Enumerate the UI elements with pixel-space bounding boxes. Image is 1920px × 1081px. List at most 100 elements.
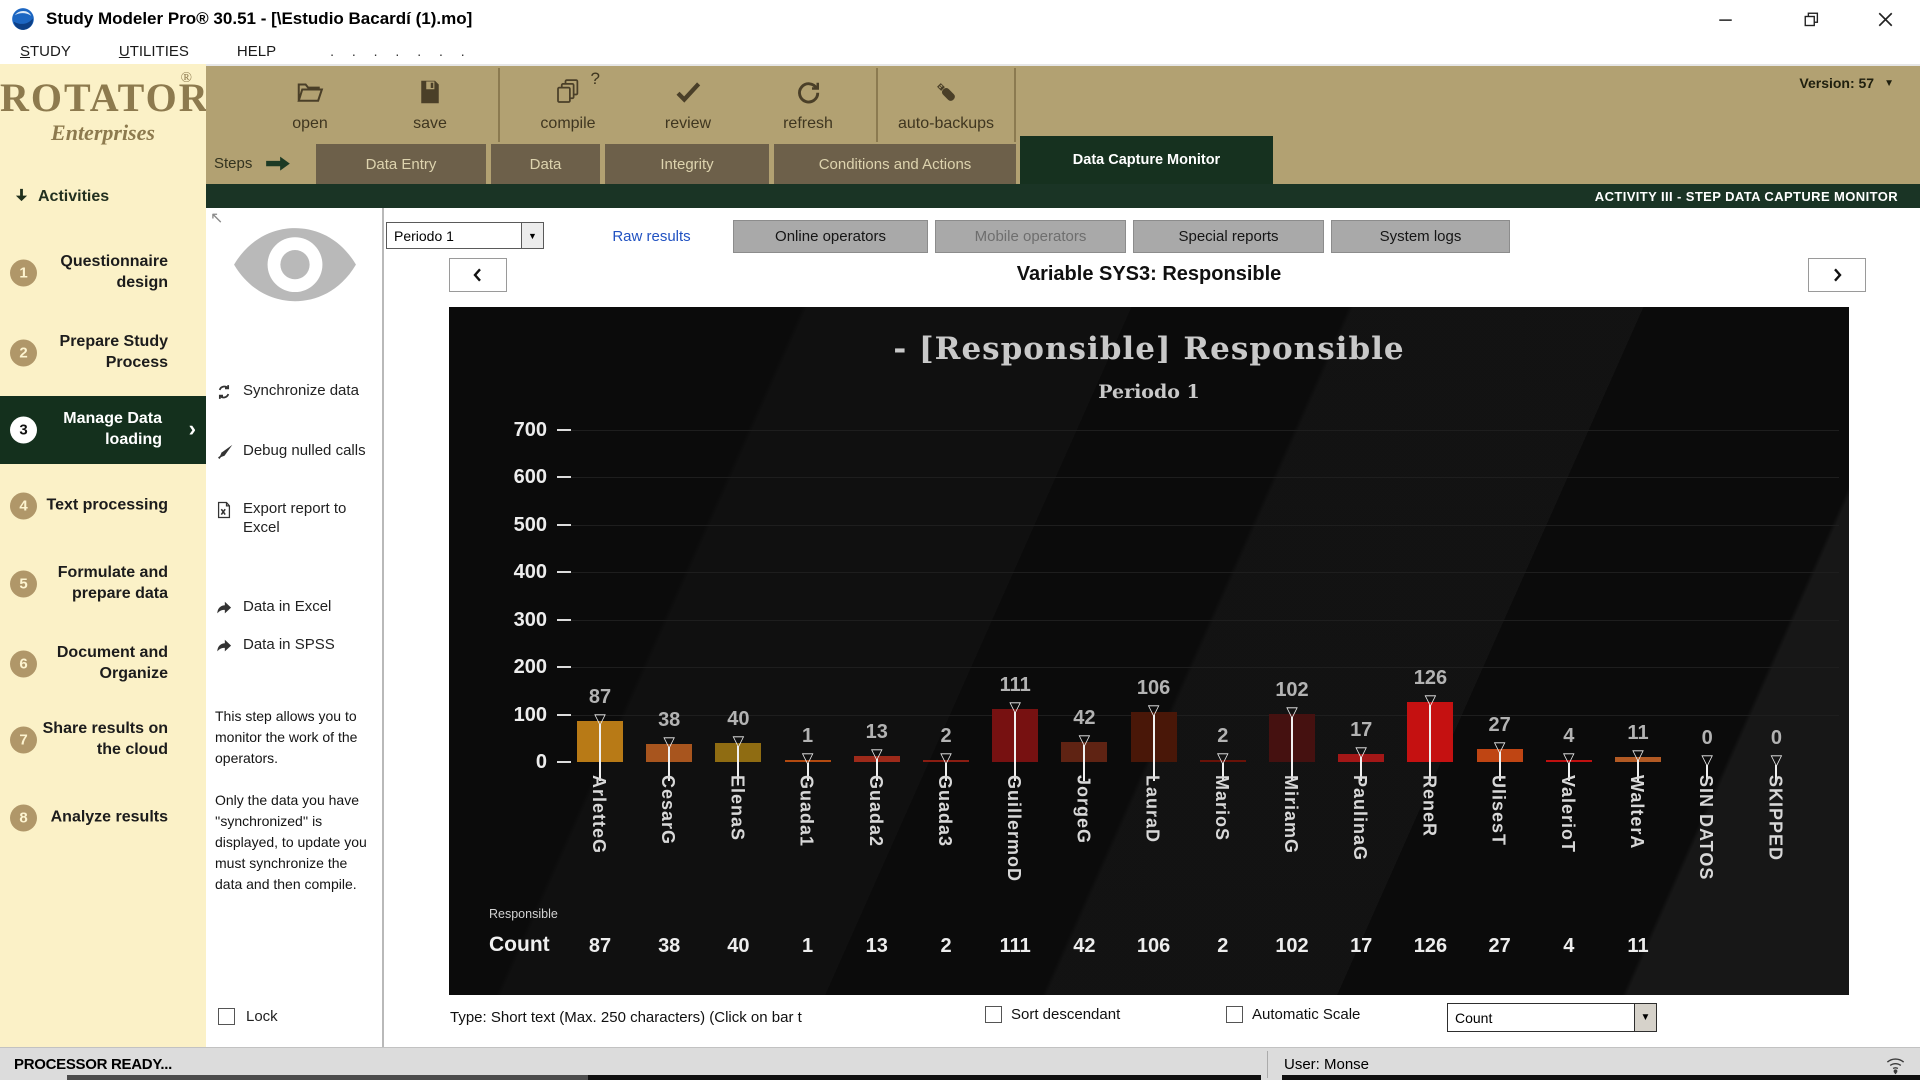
arrow-up-left-icon: ↖ [210,210,224,227]
bar-value-label: 13 [865,721,888,743]
step-tab-data-capture-monitor[interactable]: Data Capture Monitor [1020,136,1273,184]
gridline [567,430,1839,431]
tab-online-operators[interactable]: Online operators [733,220,928,253]
excel-file-icon [214,500,234,526]
checkbox-box[interactable] [1226,1006,1243,1023]
count-value: 102 [1275,935,1309,957]
app-globe-icon [10,6,36,32]
bar-stem [1429,705,1432,781]
y-axis-tick-mark [557,571,571,574]
bar-MarioS[interactable] [1199,760,1246,762]
sidebar-item-questionnaire-design[interactable]: 1 Questionnaire design [0,247,206,299]
bar-stem [1567,763,1570,781]
menu-study[interactable]: STUDY [20,42,71,60]
caret-down-icon: ▼ [1884,77,1894,89]
minimize-button[interactable] [1708,7,1742,31]
action-synchronize-data[interactable]: Synchronize data [214,382,378,408]
y-axis-tick-mark [557,429,571,431]
bar-value-label: 2 [940,725,952,747]
caret-down-icon[interactable]: ▼ [521,223,543,248]
period-select[interactable]: Periodo 1 ▼ [386,222,544,249]
tab-mobile-operators[interactable]: Mobile operators [935,220,1126,253]
sidebar-item-prepare-study-process[interactable]: 2 Prepare Study Process [0,327,206,379]
open-button[interactable]: open [250,66,370,144]
measure-select[interactable]: Count ▼ [1447,1003,1657,1032]
checkbox-automatic-scale[interactable]: Automatic Scale [1226,1006,1360,1023]
refresh-icon [793,77,823,112]
action-export-report-to-excel[interactable]: Export report to Excel [214,500,378,538]
save-label: save [413,115,447,132]
menu-help[interactable]: HELP [236,42,277,60]
sidebar-item-label: Text processing [46,496,168,514]
step-number-badge: 4 [10,492,37,520]
count-value: 4 [1563,935,1575,957]
save-button[interactable]: save [370,66,490,144]
category-label: Guada3 [935,775,955,848]
checkbox-sort-descendant[interactable]: Sort descendant [985,1006,1120,1023]
step-tab-data-entry[interactable]: Data Entry [316,144,486,184]
step-number-badge: 8 [10,804,37,832]
step-tab-integrity[interactable]: Integrity [605,144,769,184]
menu-utilities[interactable]: UTILITIES [118,42,189,60]
sidebar-item-manage-data-loading[interactable]: 3 Manage Data loading › [0,396,206,464]
action-data-in-excel[interactable]: Data in Excel [214,598,378,624]
menu-dots: . . . . . . . [330,43,472,59]
category-label: ElenaS [727,775,748,842]
compile-label: compile [540,115,596,132]
lock-checkbox[interactable] [218,1008,235,1025]
step-tab-conditions-and-actions[interactable]: Conditions and Actions [774,144,1016,184]
category-label: PaulinaG [1350,775,1371,862]
sidebar-item-share-results-on-the-cloud[interactable]: 7 Share results on the cloud [0,714,206,766]
caret-down-icon[interactable]: ▼ [1634,1004,1656,1031]
tools-panel: ↖ Synchronize data Debug nulled calls Expo… [206,208,384,1047]
compile-button[interactable]: compile? [508,66,628,144]
tab-special-reports[interactable]: Special reports [1133,220,1324,253]
next-variable-button[interactable] [1808,258,1866,292]
close-button[interactable] [1868,7,1902,31]
count-value: 38 [658,935,681,957]
bar-value-label: 102 [1275,679,1309,701]
category-label: ValerioT [1557,775,1578,854]
sidebar-item-formulate-and-prepare-data[interactable]: 5 Formulate and prepare data [0,558,206,610]
sidebar-item-document-and-organize[interactable]: 6 Document and Organize [0,638,206,690]
bar-chart: - [Responsible] Responsible Periodo 1 Re… [449,307,1849,995]
previous-variable-button[interactable] [449,258,507,292]
bar-stem [668,747,671,781]
sidebar-item-label: Manage Data loading [63,410,162,448]
gridline [567,477,1839,479]
bar-marker-icon: ▽ [1770,752,1783,769]
bar-Guada1[interactable] [784,760,831,762]
tab-system-logs[interactable]: System logs [1331,220,1510,253]
right-arrow-icon [264,155,292,173]
y-axis-tick-label: 100 [513,703,547,726]
action-label: Data in Excel [243,598,332,615]
version-selector[interactable]: Version: 57 ▼ [1799,75,1894,91]
tab-raw-results[interactable]: Raw results [575,220,728,253]
series-label: Responsible [489,907,558,921]
bar-value-label: 4 [1563,725,1575,747]
bar-ValerioT[interactable] [1545,760,1592,762]
refresh-button[interactable]: refresh [748,66,868,144]
gridline [567,619,1839,621]
auto-backups-button[interactable]: auto-backups [886,66,1006,144]
toolbar-separator [876,68,878,142]
action-debug-nulled-calls[interactable]: Debug nulled calls [214,442,378,468]
bar-Guada3[interactable] [923,760,969,762]
down-arrow-icon [14,186,29,208]
count-value: 2 [940,935,952,957]
action-data-in-spss[interactable]: Data in SPSS [214,636,378,662]
y-axis-tick-mark [557,761,571,763]
sidebar-item-analyze-results[interactable]: 8 Analyze results [0,792,206,844]
category-label: MiriamG [1281,775,1301,855]
wifi-icon [1884,1053,1907,1076]
bar-WalterA[interactable] [1615,757,1661,762]
bar-marker-icon: ▽ [940,750,952,767]
sidebar-item-text-processing[interactable]: 4 Text processing [0,480,206,532]
restore-button[interactable] [1794,7,1828,31]
bar-marker-icon: ▽ [1701,752,1713,769]
bar-value-label: 2 [1217,725,1229,747]
step-tab-data[interactable]: Data [491,144,600,184]
checkbox-box[interactable] [985,1006,1002,1023]
lock-checkbox-row[interactable]: Lock [218,1008,278,1025]
review-button[interactable]: review [628,66,748,144]
